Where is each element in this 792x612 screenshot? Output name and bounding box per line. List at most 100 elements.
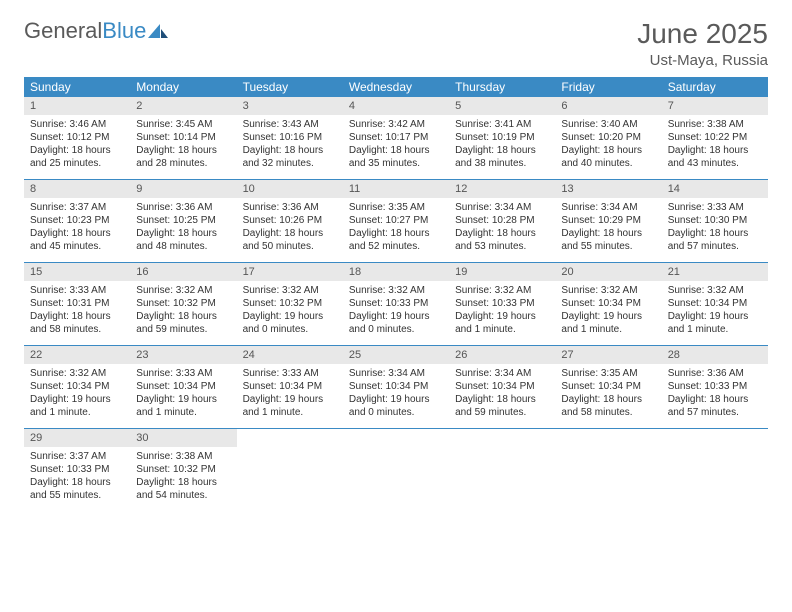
week-row: 8Sunrise: 3:37 AMSunset: 10:23 PMDayligh… [24, 179, 768, 262]
sunset-text: Sunset: 10:32 PM [136, 463, 230, 476]
daylight-text: Daylight: 19 hours and 1 minute. [561, 310, 655, 336]
day-cell: 16Sunrise: 3:32 AMSunset: 10:32 PMDaylig… [130, 263, 236, 345]
day-number: 5 [449, 97, 555, 115]
sunrise-text: Sunrise: 3:34 AM [349, 367, 443, 380]
day-number: 7 [662, 97, 768, 115]
day-number: 29 [24, 429, 130, 447]
sunrise-text: Sunrise: 3:36 AM [136, 201, 230, 214]
day-cell: 9Sunrise: 3:36 AMSunset: 10:25 PMDayligh… [130, 180, 236, 262]
sunset-text: Sunset: 10:34 PM [243, 380, 337, 393]
daylight-text: Daylight: 18 hours and 45 minutes. [30, 227, 124, 253]
day-cell: 8Sunrise: 3:37 AMSunset: 10:23 PMDayligh… [24, 180, 130, 262]
daylight-text: Daylight: 18 hours and 35 minutes. [349, 144, 443, 170]
sunset-text: Sunset: 10:30 PM [668, 214, 762, 227]
sunset-text: Sunset: 10:20 PM [561, 131, 655, 144]
sunrise-text: Sunrise: 3:34 AM [455, 367, 549, 380]
day-body: Sunrise: 3:37 AMSunset: 10:23 PMDaylight… [24, 198, 130, 259]
title-block: June 2025 Ust-Maya, Russia [637, 18, 768, 69]
sunset-text: Sunset: 10:19 PM [455, 131, 549, 144]
daylight-text: Daylight: 19 hours and 1 minute. [668, 310, 762, 336]
day-body: Sunrise: 3:34 AMSunset: 10:29 PMDaylight… [555, 198, 661, 259]
day-body: Sunrise: 3:36 AMSunset: 10:33 PMDaylight… [662, 364, 768, 425]
day-number: 30 [130, 429, 236, 447]
day-cell: 27Sunrise: 3:35 AMSunset: 10:34 PMDaylig… [555, 346, 661, 428]
daylight-text: Daylight: 19 hours and 1 minute. [136, 393, 230, 419]
day-cell: 11Sunrise: 3:35 AMSunset: 10:27 PMDaylig… [343, 180, 449, 262]
day-number: 28 [662, 346, 768, 364]
day-body: Sunrise: 3:34 AMSunset: 10:28 PMDaylight… [449, 198, 555, 259]
day-number: 8 [24, 180, 130, 198]
day-body: Sunrise: 3:36 AMSunset: 10:25 PMDaylight… [130, 198, 236, 259]
logo-sail-icon [148, 18, 168, 44]
sunset-text: Sunset: 10:34 PM [455, 380, 549, 393]
weekday-header: Wednesday [343, 77, 449, 97]
day-cell: 19Sunrise: 3:32 AMSunset: 10:33 PMDaylig… [449, 263, 555, 345]
sunset-text: Sunset: 10:32 PM [243, 297, 337, 310]
sunrise-text: Sunrise: 3:32 AM [668, 284, 762, 297]
sunrise-text: Sunrise: 3:33 AM [136, 367, 230, 380]
day-number: 20 [555, 263, 661, 281]
day-number: 11 [343, 180, 449, 198]
sunset-text: Sunset: 10:17 PM [349, 131, 443, 144]
day-number: 24 [237, 346, 343, 364]
day-body: Sunrise: 3:33 AMSunset: 10:30 PMDaylight… [662, 198, 768, 259]
day-cell: 30Sunrise: 3:38 AMSunset: 10:32 PMDaylig… [130, 429, 236, 511]
sunset-text: Sunset: 10:29 PM [561, 214, 655, 227]
sunrise-text: Sunrise: 3:43 AM [243, 118, 337, 131]
day-body: Sunrise: 3:45 AMSunset: 10:14 PMDaylight… [130, 115, 236, 176]
daylight-text: Daylight: 18 hours and 53 minutes. [455, 227, 549, 253]
day-number: 15 [24, 263, 130, 281]
week-row: 29Sunrise: 3:37 AMSunset: 10:33 PMDaylig… [24, 428, 768, 511]
day-body: Sunrise: 3:37 AMSunset: 10:33 PMDaylight… [24, 447, 130, 508]
calendar-page: GeneralBlue June 2025 Ust-Maya, Russia S… [0, 0, 792, 521]
daylight-text: Daylight: 18 hours and 59 minutes. [136, 310, 230, 336]
sunrise-text: Sunrise: 3:41 AM [455, 118, 549, 131]
sunset-text: Sunset: 10:34 PM [561, 380, 655, 393]
daylight-text: Daylight: 18 hours and 38 minutes. [455, 144, 549, 170]
sunset-text: Sunset: 10:27 PM [349, 214, 443, 227]
day-number: 9 [130, 180, 236, 198]
sunset-text: Sunset: 10:12 PM [30, 131, 124, 144]
sunrise-text: Sunrise: 3:32 AM [561, 284, 655, 297]
sunset-text: Sunset: 10:14 PM [136, 131, 230, 144]
day-cell: 10Sunrise: 3:36 AMSunset: 10:26 PMDaylig… [237, 180, 343, 262]
brand-logo: GeneralBlue [24, 18, 168, 44]
weekday-header: Saturday [662, 77, 768, 97]
sunset-text: Sunset: 10:34 PM [668, 297, 762, 310]
sunset-text: Sunset: 10:23 PM [30, 214, 124, 227]
daylight-text: Daylight: 19 hours and 1 minute. [243, 393, 337, 419]
day-cell: 3Sunrise: 3:43 AMSunset: 10:16 PMDayligh… [237, 97, 343, 179]
sunrise-text: Sunrise: 3:40 AM [561, 118, 655, 131]
daylight-text: Daylight: 18 hours and 28 minutes. [136, 144, 230, 170]
sunrise-text: Sunrise: 3:32 AM [349, 284, 443, 297]
sunset-text: Sunset: 10:33 PM [455, 297, 549, 310]
day-body: Sunrise: 3:32 AMSunset: 10:34 PMDaylight… [24, 364, 130, 425]
daylight-text: Daylight: 19 hours and 0 minutes. [349, 393, 443, 419]
daylight-text: Daylight: 19 hours and 0 minutes. [349, 310, 443, 336]
day-cell [237, 429, 343, 511]
sunset-text: Sunset: 10:32 PM [136, 297, 230, 310]
day-number: 1 [24, 97, 130, 115]
sunset-text: Sunset: 10:25 PM [136, 214, 230, 227]
day-cell: 12Sunrise: 3:34 AMSunset: 10:28 PMDaylig… [449, 180, 555, 262]
sunrise-text: Sunrise: 3:35 AM [561, 367, 655, 380]
week-row: 1Sunrise: 3:46 AMSunset: 10:12 PMDayligh… [24, 97, 768, 179]
day-number: 13 [555, 180, 661, 198]
day-body: Sunrise: 3:32 AMSunset: 10:32 PMDaylight… [237, 281, 343, 342]
sunrise-text: Sunrise: 3:38 AM [136, 450, 230, 463]
day-body: Sunrise: 3:33 AMSunset: 10:34 PMDaylight… [130, 364, 236, 425]
day-cell: 15Sunrise: 3:33 AMSunset: 10:31 PMDaylig… [24, 263, 130, 345]
day-cell: 17Sunrise: 3:32 AMSunset: 10:32 PMDaylig… [237, 263, 343, 345]
day-number: 21 [662, 263, 768, 281]
daylight-text: Daylight: 18 hours and 57 minutes. [668, 227, 762, 253]
sunrise-text: Sunrise: 3:33 AM [30, 284, 124, 297]
day-body: Sunrise: 3:32 AMSunset: 10:32 PMDaylight… [130, 281, 236, 342]
sunrise-text: Sunrise: 3:32 AM [455, 284, 549, 297]
day-cell: 26Sunrise: 3:34 AMSunset: 10:34 PMDaylig… [449, 346, 555, 428]
day-body: Sunrise: 3:34 AMSunset: 10:34 PMDaylight… [343, 364, 449, 425]
day-number: 4 [343, 97, 449, 115]
daylight-text: Daylight: 19 hours and 1 minute. [455, 310, 549, 336]
day-cell: 18Sunrise: 3:32 AMSunset: 10:33 PMDaylig… [343, 263, 449, 345]
day-cell: 22Sunrise: 3:32 AMSunset: 10:34 PMDaylig… [24, 346, 130, 428]
day-body: Sunrise: 3:32 AMSunset: 10:34 PMDaylight… [555, 281, 661, 342]
